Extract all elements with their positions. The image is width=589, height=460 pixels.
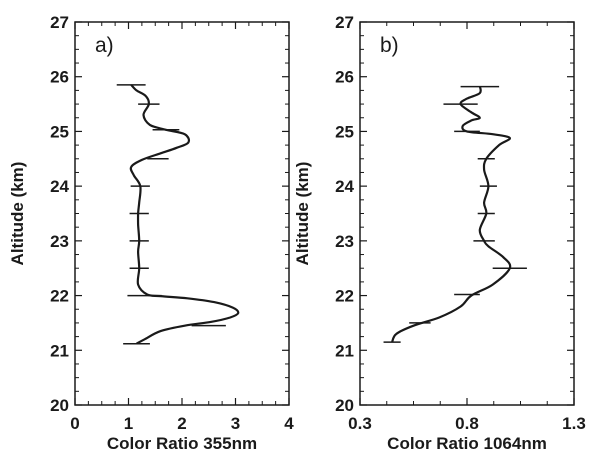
y-tick-label: 26 [50, 68, 69, 87]
plot-frame [359, 21, 575, 406]
x-tick-label: 1 [124, 414, 133, 433]
x-tick-label: 1.3 [562, 414, 586, 433]
x-tick-label: 2 [177, 414, 186, 433]
x-tick-label: 0.8 [455, 414, 479, 433]
y-tick-label: 27 [50, 13, 69, 32]
y-tick-label: 23 [335, 232, 354, 251]
y-tick-label: 25 [335, 122, 354, 141]
y-tick-label: 22 [335, 287, 354, 306]
y-axis-title: Altitude (km) [293, 162, 312, 266]
x-tick-label: 4 [284, 414, 294, 433]
y-tick-label: 21 [50, 341, 69, 360]
x-tick-label: 0.3 [348, 414, 372, 433]
y-tick-label: 20 [335, 396, 354, 415]
x-tick-label: 0 [70, 414, 79, 433]
y-tick-label: 23 [50, 232, 69, 251]
panel-label: a) [95, 34, 114, 57]
x-axis-title: Color Ratio 1064nm [387, 434, 547, 453]
series-line [129, 84, 240, 345]
panel-label: b) [380, 34, 399, 57]
y-tick-label: 21 [335, 341, 354, 360]
y-tick-label: 25 [50, 122, 69, 141]
x-axis-title: Color Ratio 355nm [107, 434, 257, 453]
y-tick-label: 22 [50, 287, 69, 306]
chart-panel-2: 20 21 22 23 24 25 26 27 0.3 0.8 1.3 Color Ratio 106… [293, 13, 586, 453]
y-tick-label: 20 [50, 396, 69, 415]
y-tick-label: 24 [335, 177, 354, 196]
x-tick-label: 3 [231, 414, 240, 433]
y-tick-label: 27 [335, 13, 354, 32]
y-axis-title: Altitude (km) [8, 162, 27, 266]
y-tick-label: 24 [50, 177, 69, 196]
plot-frame [74, 21, 290, 406]
y-tick-label: 26 [335, 68, 354, 87]
